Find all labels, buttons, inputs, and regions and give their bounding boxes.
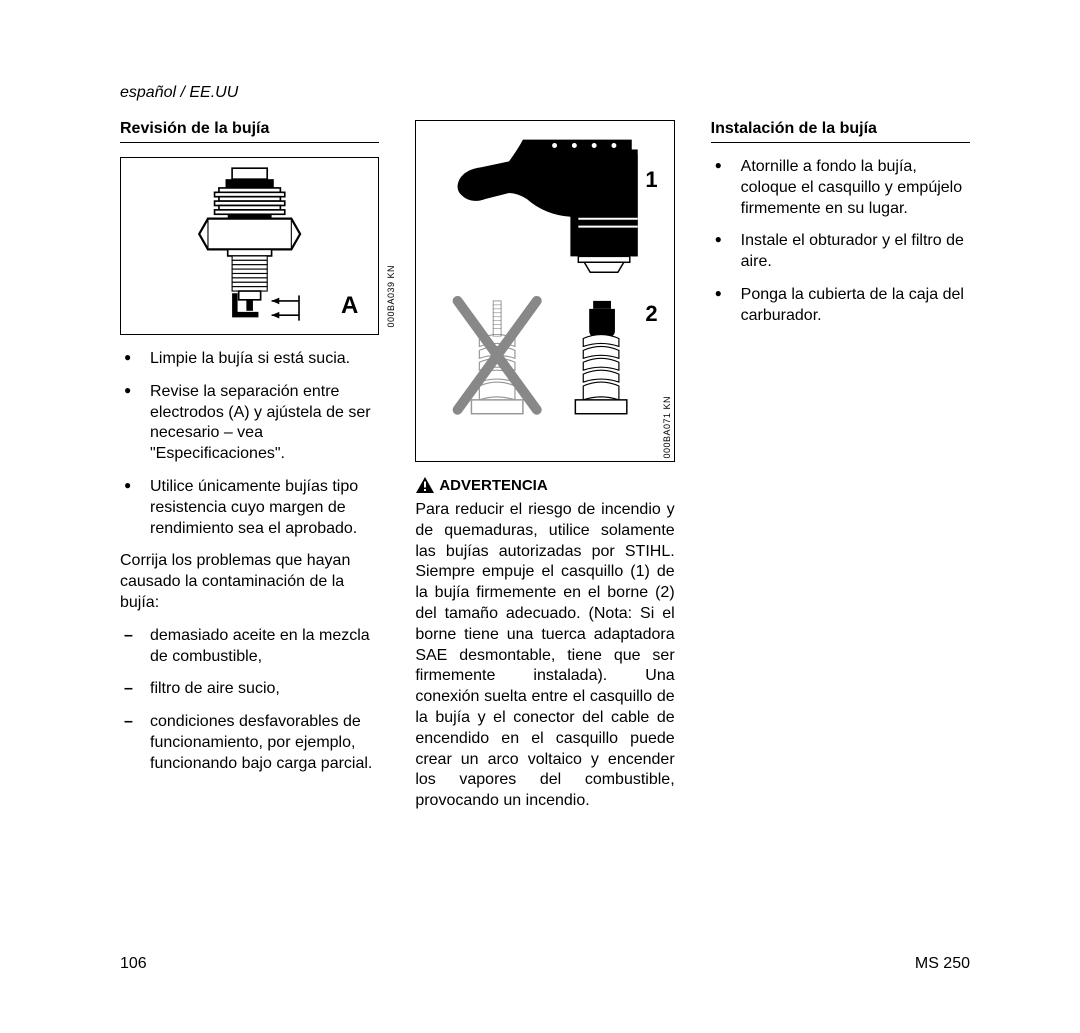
col1-para: Corrija los problemas que hayan causado … <box>120 551 379 613</box>
warning-label: ADVERTENCIA <box>439 477 547 494</box>
section-title-3: Instalación de la bujía <box>711 120 970 143</box>
col1-dashes: demasiado aceite en la mezcla de combust… <box>120 626 379 775</box>
callout-2: 2 <box>645 301 657 327</box>
col1-bullets: Limpie la bujía si está sucia. Revise la… <box>120 349 379 539</box>
list-item: Instale el obturador y el filtro de aire… <box>711 231 970 273</box>
warning-header: ADVERTENCIA <box>415 476 674 494</box>
list-item: Utilice únicamente bujías tipo resistenc… <box>120 477 379 539</box>
callout-letter-a: A <box>341 292 358 320</box>
column-3: Instalación de la bujía Atornille a fond… <box>711 120 970 935</box>
callout-1: 1 <box>645 167 657 193</box>
warning-icon <box>415 476 435 494</box>
list-item: Ponga la cubierta de la caja del carbura… <box>711 285 970 327</box>
list-item: demasiado aceite en la mezcla de combust… <box>120 626 379 668</box>
list-item: Atornille a fondo la bujía, coloque el c… <box>711 157 970 219</box>
list-item: filtro de aire sucio, <box>120 679 379 700</box>
manual-page: español / EE.UU Revisión de la bujía <box>0 0 1080 1033</box>
figure-1-caption: 000BA039 KN <box>386 265 396 328</box>
model-label: MS 250 <box>915 955 970 973</box>
figure-2-caption: 000BA071 KN <box>662 396 672 459</box>
figure-spark-plug-gap: A 000BA039 KN <box>120 157 379 335</box>
page-footer: 106 MS 250 <box>120 935 970 973</box>
column-2: 1 2 000BA071 KN ADVERTENCIA Para reducir… <box>415 120 674 935</box>
section-title-1: Revisión de la bujía <box>120 120 379 143</box>
column-1: Revisión de la bujía <box>120 120 379 935</box>
spark-plug-illustration <box>129 166 370 342</box>
page-number: 106 <box>120 955 147 973</box>
warning-text: Para reducir el riesgo de incendio y de … <box>415 500 674 812</box>
figure-spark-plug-boot: 1 2 000BA071 KN <box>415 120 674 462</box>
list-item: Limpie la bujía si está sucia. <box>120 349 379 370</box>
col3-bullets: Atornille a fondo la bujía, coloque el c… <box>711 157 970 327</box>
columns-container: Revisión de la bujía <box>120 120 970 935</box>
list-item: condiciones desfavorables de funcionamie… <box>120 712 379 774</box>
boot-illustration <box>416 121 673 461</box>
page-header: español / EE.UU <box>120 84 970 102</box>
list-item: Revise la separación entre electrodos (A… <box>120 382 379 465</box>
